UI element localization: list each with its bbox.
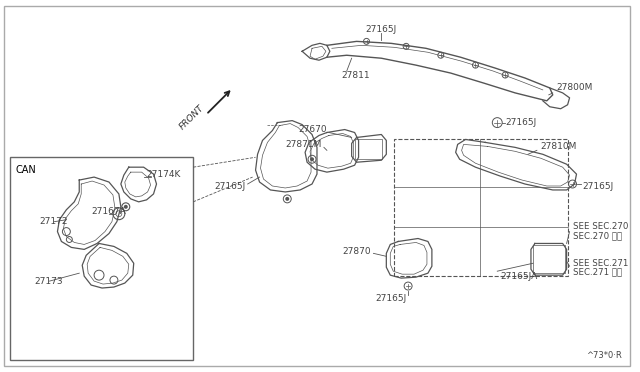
Text: 27670: 27670 <box>298 125 327 134</box>
Bar <box>10 157 193 360</box>
Text: 27167A: 27167A <box>91 207 126 216</box>
Text: 27174K: 27174K <box>147 170 181 179</box>
Text: 27165JA: 27165JA <box>500 272 538 280</box>
Text: 27172: 27172 <box>40 217 68 226</box>
Text: 27800M: 27800M <box>557 83 593 92</box>
Text: 27165J: 27165J <box>376 294 407 304</box>
Circle shape <box>124 205 128 209</box>
Bar <box>533 246 564 273</box>
Text: 27165J: 27165J <box>214 183 246 192</box>
Text: CAN: CAN <box>16 165 36 175</box>
Text: ^73*0·R: ^73*0·R <box>586 351 622 360</box>
Text: SEE SEC.270: SEE SEC.270 <box>573 222 628 231</box>
Circle shape <box>285 197 289 201</box>
Text: 27165J: 27165J <box>505 118 536 127</box>
Circle shape <box>310 157 314 161</box>
Bar <box>394 140 568 276</box>
Text: 27871M: 27871M <box>285 140 322 149</box>
Text: SEC.271 参照: SEC.271 参照 <box>573 268 621 277</box>
Text: 27810M: 27810M <box>540 142 576 151</box>
Bar <box>355 140 382 159</box>
Text: 27870: 27870 <box>343 247 371 256</box>
Text: SEE SEC.271: SEE SEC.271 <box>573 259 628 268</box>
Text: SEC.270 参照: SEC.270 参照 <box>573 231 621 240</box>
Text: FRONT: FRONT <box>178 103 206 132</box>
Text: 27165J: 27165J <box>365 25 397 34</box>
Text: 27165J: 27165J <box>582 183 614 192</box>
Text: 27173: 27173 <box>35 277 63 286</box>
Text: 27811: 27811 <box>342 71 371 80</box>
